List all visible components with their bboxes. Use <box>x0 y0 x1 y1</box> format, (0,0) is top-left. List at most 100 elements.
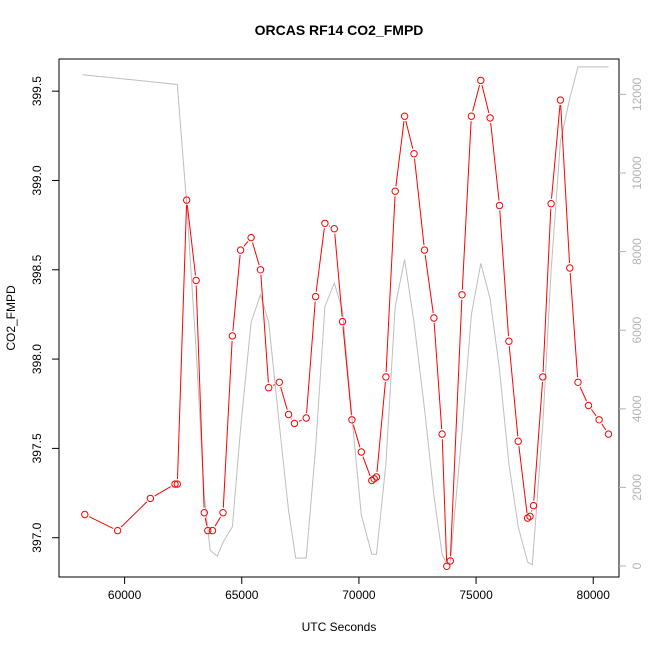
co2-line-segment <box>405 120 414 149</box>
co2-line-segment <box>376 381 386 473</box>
chart-title: ORCAS RF14 CO2_FMPD <box>255 22 424 38</box>
co2-data-point <box>204 526 212 535</box>
co2-data-point <box>566 264 574 272</box>
co2-data-point <box>467 112 476 120</box>
co2-data-point <box>495 201 504 210</box>
y2-tick-label: 6000 <box>630 317 644 344</box>
co2-data-point <box>458 291 466 299</box>
co2-data-point <box>547 200 555 208</box>
co2-line-segment <box>272 384 276 386</box>
co2-data-point <box>477 76 485 85</box>
co2-line-segment <box>579 386 587 402</box>
co2-line-segment <box>560 105 570 264</box>
co2-data-point <box>556 96 565 104</box>
co2-line-segment <box>441 439 448 562</box>
co2-line-segment <box>334 233 343 317</box>
co2-data-point <box>539 373 547 381</box>
y2-tick-label: 12000 <box>630 77 644 111</box>
co2-line-segment <box>508 346 519 437</box>
co2-line-segment <box>186 205 196 276</box>
co2-data-point <box>370 475 378 483</box>
plot-area: 60000 65000 70000 75000 80000397.0397.5398.0… <box>30 66 644 602</box>
co2-data-point <box>604 430 613 438</box>
co2-data-point <box>81 510 89 519</box>
co2-line-segment <box>542 208 552 373</box>
plot-frame <box>58 58 620 578</box>
co2-data-point <box>595 416 603 424</box>
co2-data-point <box>284 410 293 419</box>
co2-line-segment <box>481 85 490 114</box>
co2-data-point <box>584 401 593 410</box>
co2-line-segment <box>342 326 352 415</box>
co2-data-point <box>183 196 191 204</box>
co2-data-point <box>443 562 451 570</box>
x-tick-label: 75000 <box>459 588 493 602</box>
co2-line-segment <box>252 242 260 266</box>
co2-line-segment <box>298 419 302 422</box>
co2-data-point <box>265 384 273 392</box>
co2-data-point <box>526 512 534 520</box>
y-tick-label: 398.5 <box>30 254 44 284</box>
co2-data-point <box>486 114 494 122</box>
co2-data-point <box>200 509 209 517</box>
co2-data-point <box>228 332 237 340</box>
x-tick-label: 70000 <box>342 588 376 602</box>
co2-data-point <box>368 476 376 485</box>
co2-line-segment <box>120 501 148 528</box>
co2-data-point <box>192 276 200 285</box>
y2-tick-label: 10000 <box>630 156 644 190</box>
co2-data-point <box>330 225 338 233</box>
co2-line-segment <box>533 381 543 501</box>
co2-data-point <box>420 246 429 254</box>
co2-line-segment <box>154 486 171 497</box>
co2-data-point <box>338 317 347 326</box>
x-tick-label: 80000 <box>577 588 611 602</box>
co2-data-point <box>357 448 365 456</box>
altitude-series-line <box>82 66 609 566</box>
y2-tick-label: 0 <box>630 562 644 569</box>
co2-line-segment <box>490 122 500 201</box>
co2-line-segment <box>222 340 233 508</box>
co2-data-point <box>275 378 283 386</box>
y2-tick-label: 4000 <box>630 395 644 422</box>
co2-line-segment <box>362 456 371 477</box>
co2-line-segment <box>352 424 361 448</box>
co2-line-segment <box>204 517 208 526</box>
co2-line-segment <box>195 285 205 508</box>
y-tick-label: 399.5 <box>30 76 44 106</box>
co2-line-segment <box>232 255 241 331</box>
co2-data-point <box>290 419 299 428</box>
co2-data-point <box>514 437 522 445</box>
co2-data-point <box>505 337 513 345</box>
y-tick-label: 397.0 <box>30 522 44 552</box>
x-tick-label: 65000 <box>225 588 259 602</box>
y2-tick-label: 8000 <box>630 238 644 265</box>
co2-line-segment <box>315 228 325 292</box>
co2-data-point <box>173 480 182 488</box>
co2-data-point <box>529 501 538 510</box>
co2-data-point <box>219 509 227 517</box>
co2-data-point <box>574 378 582 386</box>
co2-line-segment <box>433 322 443 430</box>
co2-data-point <box>430 314 438 322</box>
co2-line-segment <box>280 386 288 410</box>
co2-line-segment <box>260 274 269 383</box>
co2-line-segment <box>601 423 607 431</box>
y-tick-label: 397.5 <box>30 433 44 463</box>
co2-line-segment <box>518 446 528 514</box>
co2-data-point <box>321 219 329 228</box>
co2-data-point <box>382 373 390 381</box>
y2-tick-label: 2000 <box>630 474 644 501</box>
co2-line-segment <box>569 272 579 378</box>
co2-data-point <box>146 494 155 503</box>
co2-data-point <box>302 414 310 422</box>
co2-data-point <box>523 514 532 522</box>
co2-data-point <box>438 430 446 438</box>
co2-data-point <box>113 526 122 535</box>
y-tick-label: 398.0 <box>30 344 44 374</box>
co2-data-point <box>236 246 245 254</box>
x-axis-label: UTC Seconds <box>302 620 377 634</box>
co2-line-segment <box>424 255 434 314</box>
x-tick-label: 60000 <box>108 588 142 602</box>
